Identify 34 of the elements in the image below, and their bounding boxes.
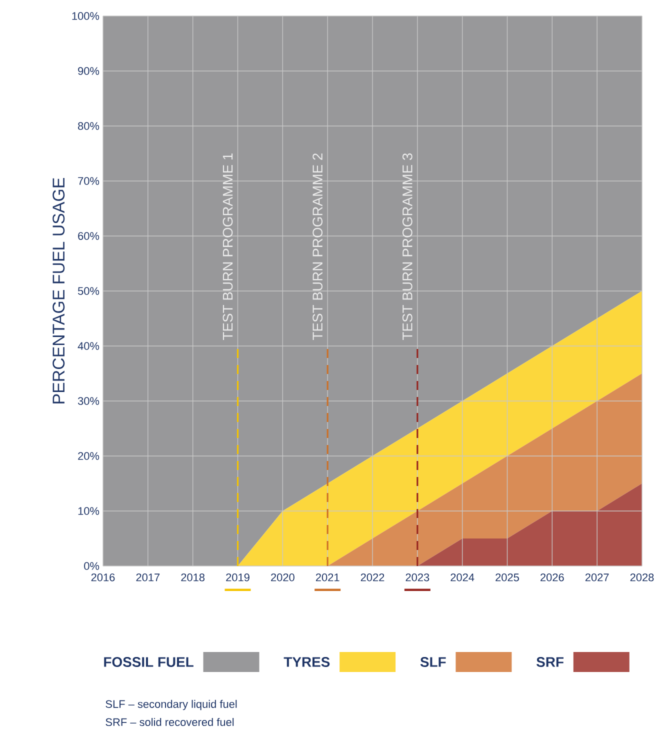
ref-line-label: TEST BURN PROGRAMME 3	[402, 153, 412, 340]
y-tick-label: 0%	[84, 562, 100, 570]
x-tick-label: 2027	[585, 574, 609, 582]
x-tick-label: 2019	[226, 574, 250, 582]
y-tick-label: 80%	[78, 122, 100, 130]
x-tick-label: 2018	[181, 574, 205, 582]
ref-line-label: TEST BURN PROGRAMME 2	[312, 153, 323, 340]
y-tick-label: 30%	[78, 397, 100, 405]
x-tick-label: 2017	[136, 574, 160, 582]
y-tick-label: 20%	[78, 452, 100, 460]
x-tick-label: 2026	[540, 574, 564, 582]
legend-label: SRF	[536, 657, 564, 667]
y-tick-label: 70%	[78, 177, 100, 185]
legend-label: SLF	[420, 657, 446, 667]
y-tick-label: 60%	[78, 232, 100, 240]
x-tick-label: 2024	[450, 574, 474, 582]
y-tick-label: 90%	[78, 67, 100, 75]
x-tick-label: 2016	[91, 574, 115, 582]
y-tick-label: 100%	[72, 12, 100, 20]
x-tick-label: 2028	[630, 574, 654, 582]
x-tick-label: 2020	[271, 574, 294, 582]
legend-label: FOSSIL FUEL	[104, 657, 194, 667]
y-tick-label: 40%	[78, 342, 100, 350]
x-tick-label: 2025	[496, 574, 519, 582]
y-axis-title: PERCENTAGE FUEL USAGE	[52, 178, 65, 404]
text: SRF – solid recovered fuel	[106, 718, 234, 726]
y-tick-label: 50%	[78, 287, 100, 295]
y-tick-label: 10%	[78, 507, 100, 515]
x-tick-label: 2022	[360, 574, 384, 582]
x-tick-label: 2023	[406, 574, 430, 582]
legend-label: TYRES	[284, 657, 330, 667]
ref-line-label: TEST BURN PROGRAMME 1	[222, 153, 233, 340]
text: SLF – secondary liquid fuel	[106, 700, 237, 710]
x-tick-label: 2021	[316, 574, 340, 582]
